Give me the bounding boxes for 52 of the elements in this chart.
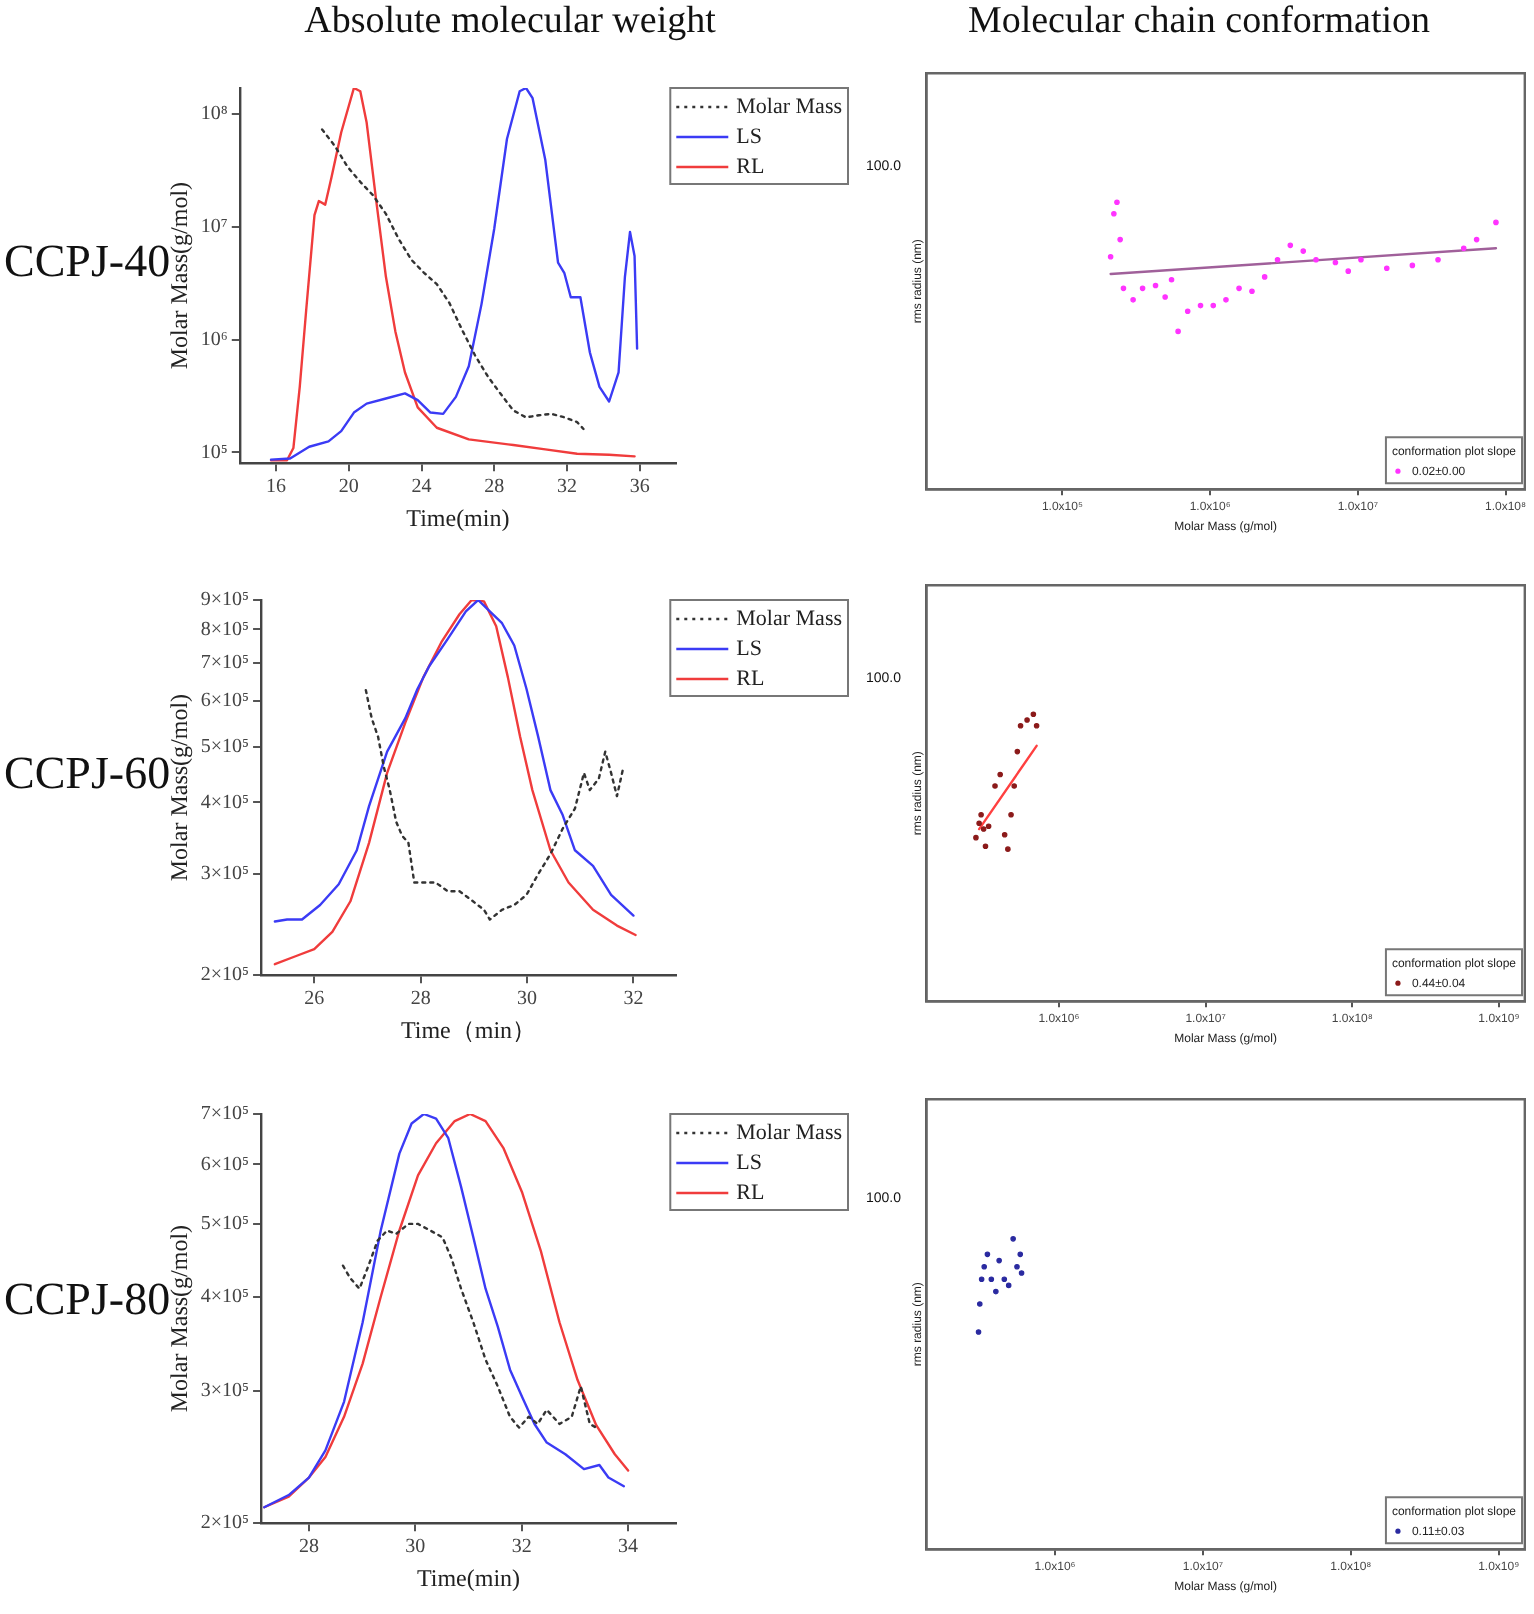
x-tick-label: 32 <box>556 476 577 499</box>
text: CCPJ-60 <box>4 747 171 798</box>
x-tick-label: 26 <box>304 988 325 1011</box>
x-tick-label: 30 <box>405 1536 426 1559</box>
x-axis-title: Time（min） <box>400 1015 537 1044</box>
y-tick-label: 10⁵ <box>200 441 228 464</box>
y-tick-label: 2×10⁵ <box>200 964 250 987</box>
y-tick-label: 4×10⁵ <box>200 791 250 814</box>
y-tick-label: 6×10⁵ <box>200 690 250 713</box>
y-tick-label: 3×10⁵ <box>200 1380 250 1403</box>
chart-title: Molecular chain conformation <box>965 0 1433 44</box>
y-tick-label: 3×10⁵ <box>200 863 250 886</box>
x-axis-title: Time(min) <box>416 1563 521 1592</box>
y-tick-label: 10⁷ <box>200 216 229 238</box>
legend-label: LS <box>736 1150 762 1175</box>
legend-label: LS <box>736 124 762 149</box>
x-tick-label: 16 <box>266 476 287 499</box>
legend-label: LS <box>736 636 762 661</box>
chart-title: Absolute molecular weight <box>302 0 718 44</box>
x-axis-title: Time(min) <box>406 503 510 532</box>
x-tick-label: 20 <box>338 476 359 499</box>
y-tick-label: 10⁸ <box>200 103 229 126</box>
x-tick-label: 34 <box>618 1536 639 1559</box>
y-tick-label: 8×10⁵ <box>200 618 250 641</box>
y-tick-label: 9×10⁵ <box>200 589 250 612</box>
y-tick-label: 7×10⁵ <box>200 651 250 674</box>
x-tick-label: 30 <box>517 988 538 1011</box>
y-tick-label: 6×10⁵ <box>200 1153 250 1176</box>
y-tick-label: 2×10⁵ <box>200 1512 250 1535</box>
legend-label: RL <box>736 666 765 691</box>
x-tick-label: 24 <box>411 476 432 499</box>
x-tick-label: 28 <box>484 476 505 499</box>
y-tick-label: 10⁶ <box>200 328 229 351</box>
line-series <box>320 128 585 431</box>
legend-label: Molar Mass <box>736 94 842 119</box>
x-tick-label: 36 <box>629 476 650 499</box>
y-tick-label: 5×10⁵ <box>200 735 250 758</box>
text: CCPJ-40 <box>4 235 171 286</box>
legend-label: Molar Mass <box>736 606 842 631</box>
x-tick-label: 32 <box>623 988 644 1011</box>
y-tick-label: 5×10⁵ <box>200 1213 250 1236</box>
line-series <box>341 1222 598 1429</box>
legend-label: Molar Mass <box>736 1120 842 1145</box>
legend-label: RL <box>736 1180 765 1205</box>
y-tick-label: 7×10⁵ <box>200 1103 250 1126</box>
text: CCPJ-80 <box>4 1273 171 1324</box>
x-tick-label: 28 <box>410 988 431 1011</box>
x-tick-label: 28 <box>298 1536 319 1559</box>
x-tick-label: 32 <box>511 1536 532 1559</box>
legend-label: RL <box>736 154 765 179</box>
y-tick-label: 4×10⁵ <box>200 1286 250 1309</box>
line-series <box>364 688 625 921</box>
